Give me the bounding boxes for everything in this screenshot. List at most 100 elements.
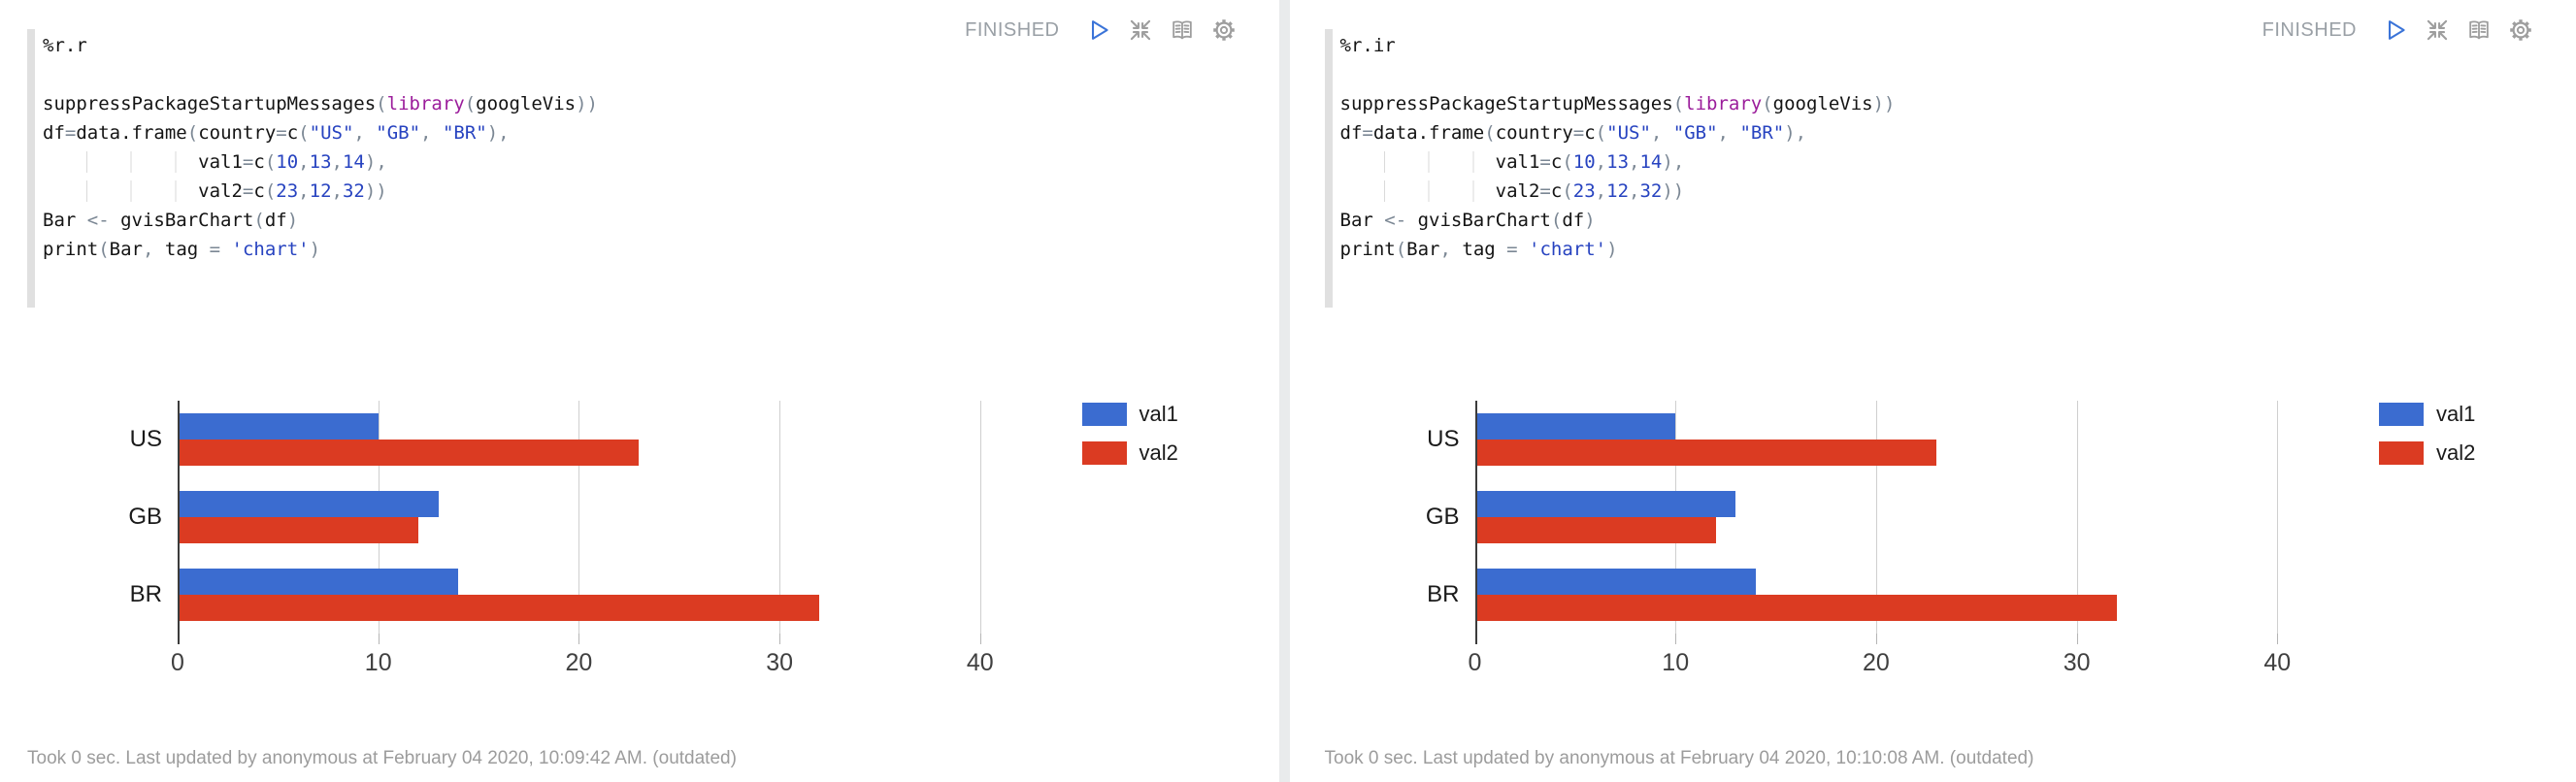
code-token: 10 xyxy=(1572,151,1596,173)
code-token: 13 xyxy=(1606,151,1630,173)
y-axis-labels: US GB BR xyxy=(1373,401,1475,634)
bar-val2-GB[interactable] xyxy=(178,517,419,543)
bar-val1-GB[interactable] xyxy=(178,491,439,517)
gear-icon[interactable] xyxy=(1211,17,1237,43)
notebook-paragraph: FINISHED xyxy=(1289,0,2576,782)
code-token: , xyxy=(1439,239,1463,260)
bar-val2-GB[interactable] xyxy=(1474,517,1716,543)
bar-val2-US[interactable] xyxy=(178,440,640,466)
notebook-paragraph: FINISHED xyxy=(0,0,1279,782)
run-icon[interactable] xyxy=(1086,17,1111,43)
bar-val1-GB[interactable] xyxy=(1474,491,1736,517)
code-token: 12 xyxy=(1606,180,1630,202)
code-token xyxy=(43,151,199,173)
bar-rows xyxy=(178,401,1061,634)
code-token: country xyxy=(198,122,277,144)
status-badge: FINISHED xyxy=(2262,18,2357,41)
code-token: 13 xyxy=(309,151,332,173)
bar-group xyxy=(1474,478,2359,556)
code-token: <- xyxy=(86,210,121,231)
axis-baseline xyxy=(1474,401,1477,644)
code-token: = xyxy=(276,122,287,144)
bar-val2-BR[interactable] xyxy=(1474,595,2117,621)
code-token xyxy=(1339,151,1496,173)
code-token: ( xyxy=(264,151,277,173)
code-token: )) xyxy=(1662,180,1685,202)
code-token: gvisBarChart xyxy=(1417,210,1551,231)
legend-label: val1 xyxy=(2436,402,2476,426)
code-token: data.frame xyxy=(1372,122,1485,144)
code-token: 'chart' xyxy=(231,239,310,260)
code-line: suppressPackageStartupMessages(library(g… xyxy=(1340,89,2558,118)
code-editor[interactable]: %r.ir suppressPackageStartupMessages(libr… xyxy=(1324,29,2558,308)
chart-plot-area: 0 10 20 30 40 xyxy=(1469,401,2359,676)
gridline xyxy=(2076,401,2078,634)
code-token: "BR" xyxy=(442,122,487,144)
code-token: ( xyxy=(1762,93,1773,114)
code-token: ( xyxy=(1562,151,1573,173)
gridline xyxy=(1875,401,1877,634)
bar-val1-BR[interactable] xyxy=(178,569,459,595)
code-token: , xyxy=(1650,122,1673,144)
book-icon[interactable] xyxy=(1170,17,1195,43)
bar-val2-BR[interactable] xyxy=(178,595,820,621)
collapse-icon[interactable] xyxy=(2425,17,2450,43)
chart-legend: val1 val2 xyxy=(2379,401,2539,466)
code-token: 23 xyxy=(276,180,299,202)
code-token: c xyxy=(253,151,265,173)
code-token: ( xyxy=(464,93,477,114)
bar-val1-US[interactable] xyxy=(1474,413,1676,440)
code-line: val1=c(10,13,14), xyxy=(43,147,1260,177)
code-token: )) xyxy=(364,180,387,202)
code-token: val2 xyxy=(1495,180,1540,202)
y-axis-label: BR xyxy=(129,581,162,607)
code-editor[interactable]: %r.r suppressPackageStartupMessages(libra… xyxy=(27,29,1260,308)
axis-tick xyxy=(779,634,781,644)
legend-label: val1 xyxy=(1139,402,1178,426)
gear-icon[interactable] xyxy=(2508,17,2533,43)
collapse-icon[interactable] xyxy=(1128,17,1153,43)
code-token: df xyxy=(1562,210,1585,231)
code-token: )) xyxy=(576,93,598,114)
code-line: %r.r xyxy=(43,31,1260,60)
code-token: ( xyxy=(1672,93,1685,114)
bar-val1-BR[interactable] xyxy=(1474,569,1756,595)
paragraph-status-bar: FINISHED xyxy=(965,17,1236,43)
code-token: c xyxy=(286,122,299,144)
bar-val1-US[interactable] xyxy=(178,413,379,440)
code-token: 14 xyxy=(342,151,365,173)
code-token: googleVis xyxy=(476,93,577,114)
x-tick-label: 20 xyxy=(565,649,593,676)
code-token: , xyxy=(142,239,165,260)
code-token: , xyxy=(1795,122,1807,144)
x-tick-label: 20 xyxy=(1863,649,1890,676)
bar-rows xyxy=(1474,401,2359,634)
code-token: Bar xyxy=(1406,239,1440,260)
code-token: , xyxy=(331,180,343,202)
code-token: , xyxy=(1629,151,1640,173)
run-icon[interactable] xyxy=(2383,17,2408,43)
axis-tick xyxy=(1675,634,1677,644)
axis-tick xyxy=(2076,634,2078,644)
code-token: Bar xyxy=(109,239,143,260)
legend-item: val2 xyxy=(1081,440,1242,466)
code-token: print xyxy=(43,239,99,260)
code-line: df=data.frame(country=c("US", "GB", "BR"… xyxy=(1340,118,2558,147)
bar-group xyxy=(178,478,1061,556)
code-token: = xyxy=(1362,122,1373,144)
code-token: val1 xyxy=(198,151,243,173)
bar-val2-US[interactable] xyxy=(1474,440,1936,466)
code-line: Bar <- gvisBarChart(df) xyxy=(1340,206,2558,235)
code-token: = xyxy=(1539,180,1551,202)
code-token: 10 xyxy=(276,151,299,173)
code-line: Bar <- gvisBarChart(df) xyxy=(43,206,1260,235)
gridline xyxy=(979,401,981,634)
code-token: df xyxy=(1339,122,1363,144)
code-token: print xyxy=(1339,239,1396,260)
code-token: df xyxy=(43,122,65,144)
code-token: , xyxy=(331,151,343,173)
code-token: 32 xyxy=(342,180,365,202)
code-token: gvisBarChart xyxy=(120,210,254,231)
gridline xyxy=(2277,401,2279,634)
book-icon[interactable] xyxy=(2466,17,2492,43)
